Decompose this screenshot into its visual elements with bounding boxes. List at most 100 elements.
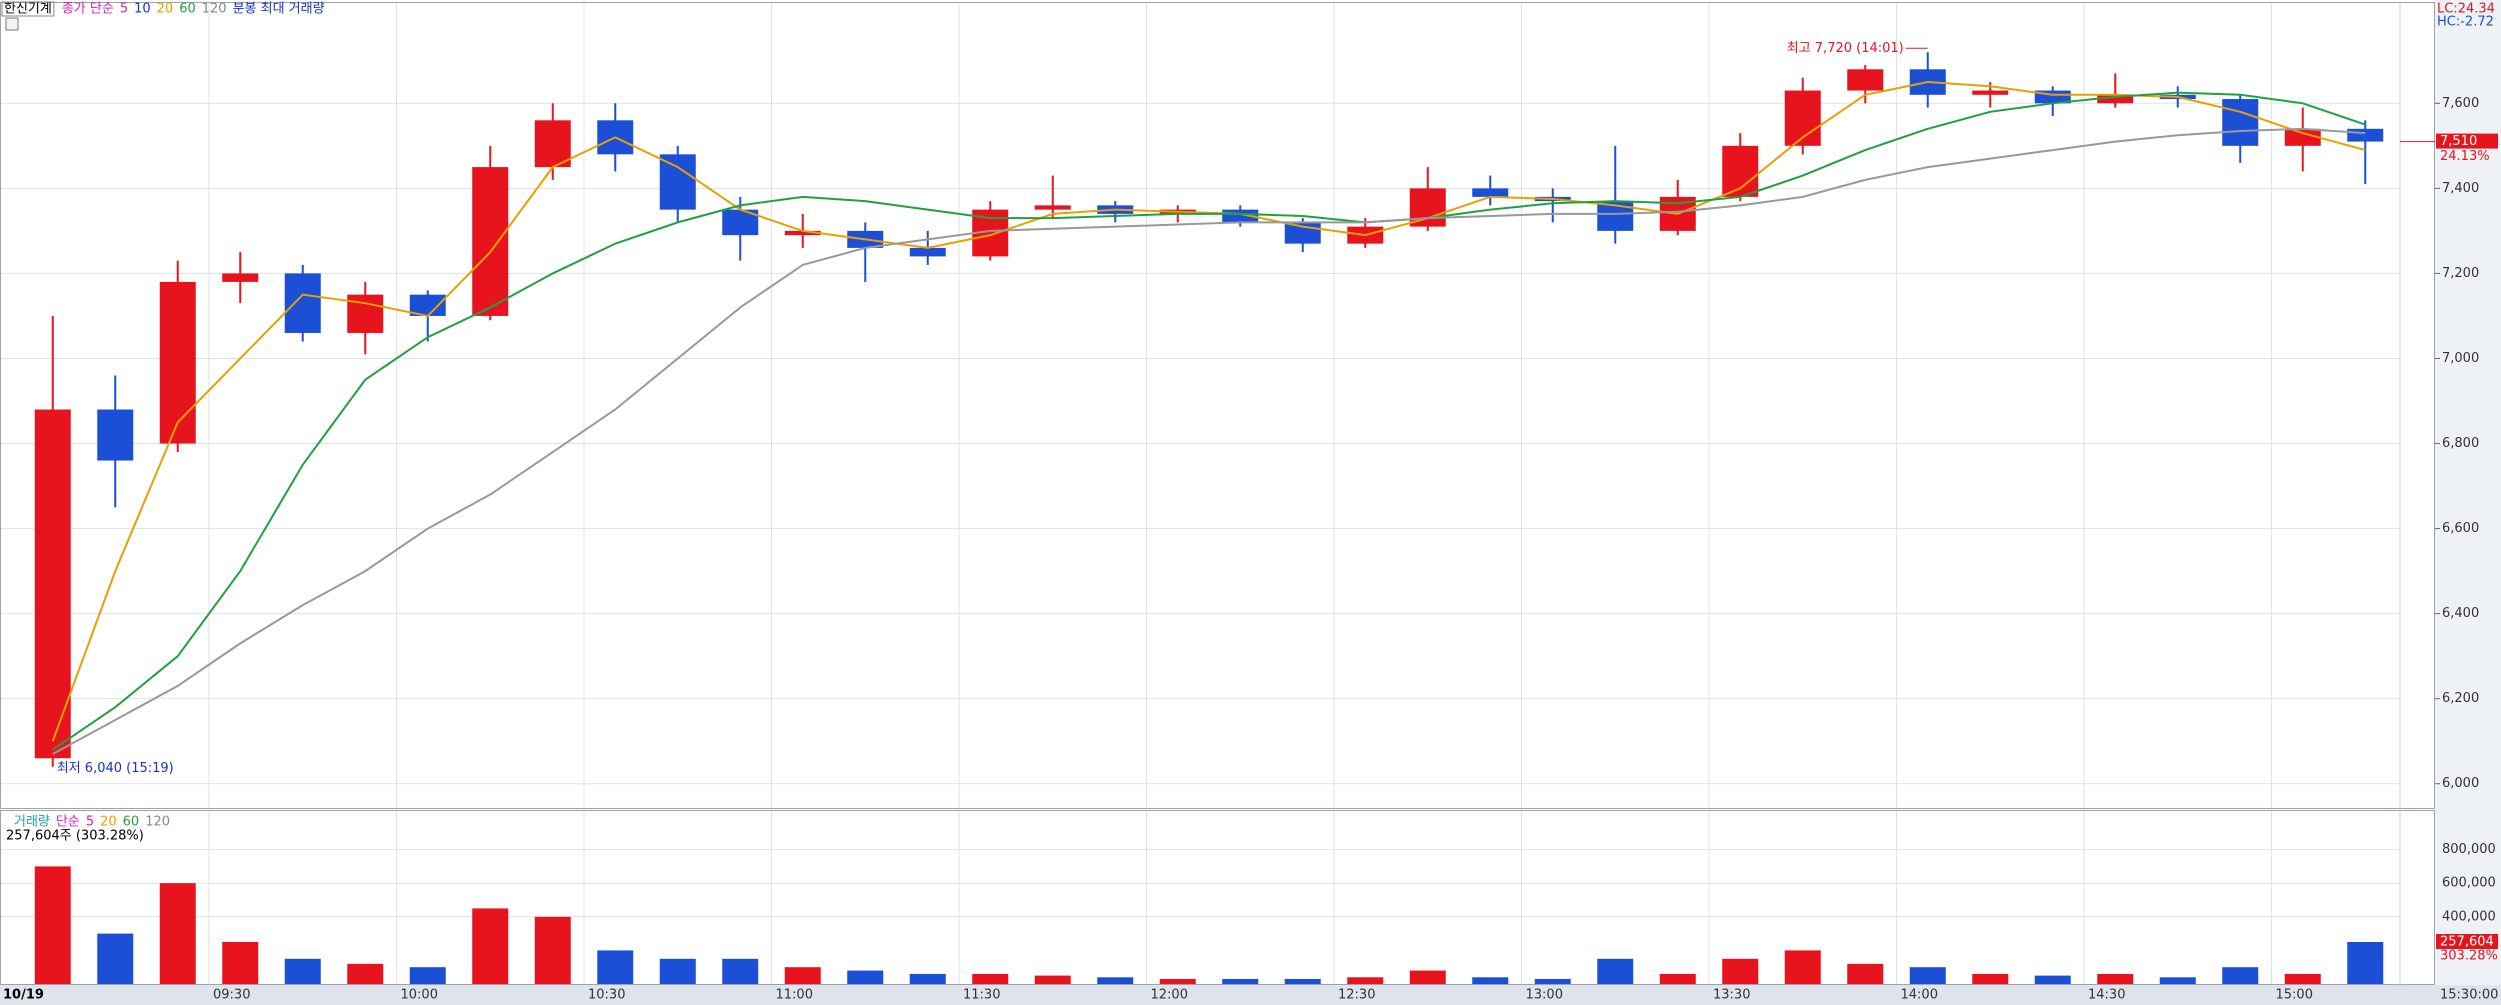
moving-average bbox=[52, 91, 2366, 751]
candle-body bbox=[347, 294, 384, 333]
volume-bar bbox=[347, 963, 384, 984]
volume-bar bbox=[1659, 973, 1696, 984]
x-tick-label: 11:00 bbox=[776, 988, 813, 1003]
volume-bar bbox=[1409, 970, 1446, 984]
volume-bar bbox=[972, 973, 1009, 984]
volume-bar bbox=[1847, 963, 1884, 984]
volume-bar bbox=[1034, 975, 1071, 984]
close-time: 15:30:00 bbox=[2440, 988, 2498, 1003]
x-tick-label: 13:00 bbox=[1526, 988, 1563, 1003]
volume-bar bbox=[722, 958, 759, 984]
ma-period: 60 bbox=[179, 2, 196, 17]
y-tick-label: 7,200 bbox=[2442, 266, 2479, 281]
x-tick-label: 13:30 bbox=[1713, 988, 1750, 1003]
y-tick-label: 6,400 bbox=[2442, 606, 2479, 621]
volume-last: 257,604 bbox=[2440, 935, 2494, 950]
x-tick-label: 12:30 bbox=[1338, 988, 1375, 1003]
volume-bar bbox=[2222, 967, 2259, 984]
candle-body bbox=[1847, 69, 1884, 91]
volume-bar bbox=[284, 958, 321, 984]
x-tick-label: 14:30 bbox=[2088, 988, 2125, 1003]
candle-body bbox=[159, 281, 196, 444]
candle-body bbox=[534, 120, 571, 168]
candle-body bbox=[222, 273, 259, 282]
volume-ma-period: 120 bbox=[145, 815, 170, 830]
x-tick-label: 10:00 bbox=[401, 988, 438, 1003]
volume-last-box bbox=[2436, 934, 2498, 949]
volume-bar bbox=[472, 908, 509, 984]
x-tick-label: 11:30 bbox=[963, 988, 1000, 1003]
y-tick-label: 400,000 bbox=[2442, 909, 2496, 924]
volume-ma-period: 60 bbox=[123, 815, 140, 830]
volume-bar bbox=[1722, 958, 1759, 984]
change-rate: 24.13% bbox=[2440, 149, 2490, 164]
candle-body bbox=[2222, 99, 2259, 146]
ma-period: 120 bbox=[202, 2, 227, 17]
volume-bar bbox=[34, 866, 71, 984]
candle-body bbox=[34, 409, 71, 759]
volume-note: 분봉 최대 거래량 bbox=[233, 2, 325, 17]
volume-ma-label: 단순 bbox=[56, 815, 80, 830]
candle-body bbox=[659, 154, 696, 210]
volume-bar bbox=[1534, 978, 1571, 984]
candle-body bbox=[2284, 128, 2321, 146]
last-price-box bbox=[2436, 133, 2498, 149]
volume-bar bbox=[659, 958, 696, 984]
volume-bar bbox=[1222, 978, 1259, 984]
volume-bar bbox=[159, 883, 196, 984]
right-axis-panel bbox=[2435, 0, 2501, 1005]
price-frame bbox=[0, 2, 2435, 809]
x-tick-label: 14:00 bbox=[1901, 988, 1938, 1003]
last-price: 7,510 bbox=[2440, 134, 2477, 149]
y-tick-label: 6,200 bbox=[2442, 691, 2479, 706]
ma-period: 10 bbox=[134, 2, 151, 17]
candle-body bbox=[284, 273, 321, 333]
x-tick-label: 12:00 bbox=[1151, 988, 1188, 1003]
volume-bar bbox=[597, 950, 634, 984]
volume-frame bbox=[0, 810, 2435, 985]
candle-body bbox=[2347, 128, 2384, 142]
candle-body bbox=[784, 230, 821, 236]
volume-title: 거래량 bbox=[14, 815, 50, 830]
volume-bar bbox=[2034, 975, 2071, 984]
volume-bar bbox=[1909, 967, 1946, 984]
volume-bar bbox=[784, 967, 821, 984]
volume-bar bbox=[1284, 978, 1321, 984]
volume-bar bbox=[1972, 973, 2009, 984]
volume-bar bbox=[1472, 977, 1509, 984]
candle-body bbox=[1284, 222, 1321, 244]
y-tick-label: 600,000 bbox=[2442, 876, 2496, 891]
moving-average bbox=[52, 127, 2366, 755]
x-tick-label: 10:30 bbox=[588, 988, 625, 1003]
y-tick-label: 7,400 bbox=[2442, 181, 2479, 196]
y-tick-label: 6,000 bbox=[2442, 776, 2479, 791]
high-note: 최고 7,720 (14:01) bbox=[1787, 41, 1904, 56]
candle-body bbox=[2097, 94, 2134, 104]
volume-bar bbox=[847, 970, 884, 984]
x-tick-label: 15:00 bbox=[2276, 988, 2313, 1003]
volume-bar bbox=[1097, 977, 1134, 984]
y-tick-label: 6,600 bbox=[2442, 521, 2479, 536]
volume-ma-period: 5 bbox=[86, 815, 94, 830]
volume-current: 257,604주 (303.28%) bbox=[6, 829, 144, 844]
y-tick-label: 7,600 bbox=[2442, 96, 2479, 111]
candle-body bbox=[1472, 188, 1509, 197]
hc-label: HC:-2.72 bbox=[2437, 15, 2494, 30]
volume-bar bbox=[909, 973, 946, 984]
ma-period: 5 bbox=[120, 2, 128, 17]
x-tick-label: 09:30 bbox=[213, 988, 250, 1003]
volume-bar bbox=[2097, 973, 2134, 984]
candle-body bbox=[909, 247, 946, 257]
candle-body bbox=[97, 409, 134, 461]
candle-body bbox=[472, 167, 509, 316]
ma-period: 20 bbox=[157, 2, 174, 17]
y-tick-label: 7,000 bbox=[2442, 351, 2479, 366]
volume-bar bbox=[97, 933, 134, 984]
time-axis-panel bbox=[0, 985, 2501, 1005]
y-tick-label: 800,000 bbox=[2442, 842, 2496, 857]
panel-icon[interactable] bbox=[5, 17, 19, 31]
volume-bar bbox=[2284, 973, 2321, 984]
low-note: 최저 6,040 (15:19) bbox=[57, 761, 174, 776]
